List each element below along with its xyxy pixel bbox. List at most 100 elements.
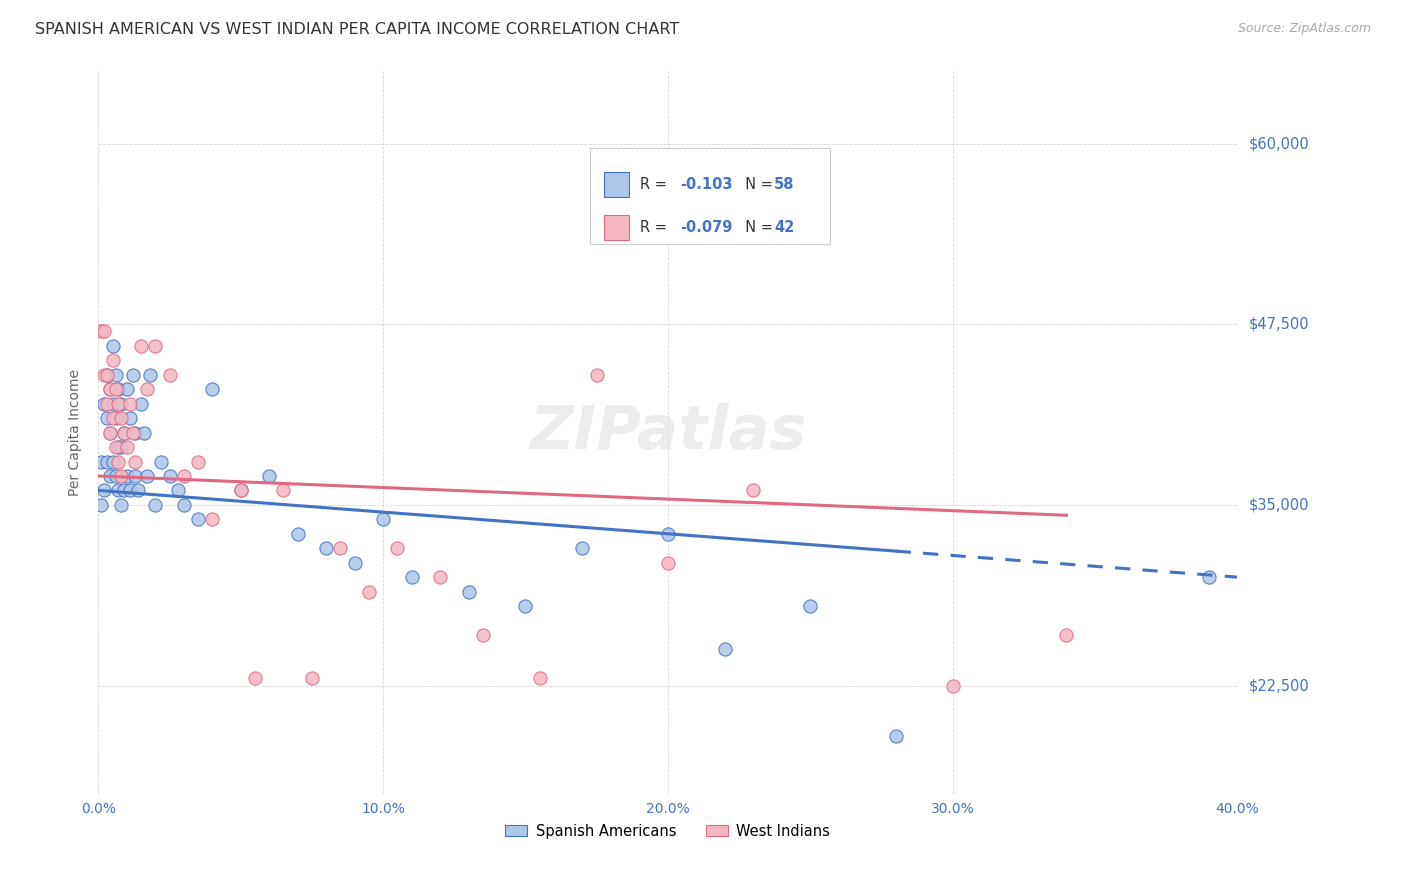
Point [101,397,124,411]
Point [98,382,121,396]
Point [104,469,127,483]
Point [401,570,423,584]
Point [98,425,121,440]
Point [107,440,129,454]
Point [118,483,141,498]
Point [1056,628,1078,642]
Text: $47,500: $47,500 [1249,317,1309,332]
Point [145,339,167,353]
Text: -0.103: -0.103 [681,178,733,193]
Point [1198,570,1220,584]
Text: SPANISH AMERICAN VS WEST INDIAN PER CAPITA INCOME CORRELATION CHART: SPANISH AMERICAN VS WEST INDIAN PER CAPI… [35,22,679,37]
Point [101,339,124,353]
Point [159,469,181,483]
Point [98,425,121,440]
Point [115,469,138,483]
Point [98,382,121,396]
Text: 58: 58 [773,178,794,193]
Point [135,382,157,396]
Point [93,368,115,382]
Point [104,368,127,382]
Point [93,397,115,411]
Point [150,454,173,468]
Point [159,368,181,382]
Point [714,642,737,657]
Text: $35,000: $35,000 [1249,498,1309,512]
Point [135,469,157,483]
Point [101,454,124,468]
Text: $60,000: $60,000 [1249,136,1309,151]
Point [229,483,252,498]
Point [96,454,118,468]
Point [96,368,118,382]
Point [110,469,132,483]
Point [471,628,494,642]
Point [187,454,209,468]
Point [127,483,149,498]
Text: -0.079: -0.079 [681,219,733,235]
Point [742,483,765,498]
Point [96,368,118,382]
Point [657,526,679,541]
Point [96,397,118,411]
Point [173,498,195,512]
Point [942,678,965,692]
Text: N =: N = [737,178,778,193]
Point [101,353,124,368]
Point [110,440,132,454]
Point [112,425,135,440]
Point [585,368,607,382]
Text: $22,500: $22,500 [1249,678,1309,693]
Point [201,512,224,526]
Text: Source: ZipAtlas.com: Source: ZipAtlas.com [1237,22,1371,36]
Point [98,469,121,483]
Point [90,498,112,512]
Point [273,483,295,498]
Point [429,570,451,584]
Point [187,512,209,526]
Text: ZIPatlas: ZIPatlas [529,403,807,462]
Point [93,483,115,498]
Point [104,440,127,454]
Point [515,599,537,613]
Point [118,411,141,425]
Point [118,397,141,411]
Point [115,382,138,396]
Point [107,397,129,411]
Point [107,454,129,468]
Point [287,526,309,541]
Point [115,440,138,454]
Point [457,584,479,599]
Point [357,584,380,599]
Point [112,425,135,440]
Point [243,671,266,685]
Point [301,671,323,685]
Point [529,671,551,685]
Point [129,339,152,353]
Point [124,454,146,468]
Legend: Spanish Americans, West Indians: Spanish Americans, West Indians [499,818,837,845]
Point [104,411,127,425]
Text: N =: N = [737,219,778,235]
Point [201,382,224,396]
Point [657,556,679,570]
Point [104,382,127,396]
Point [571,541,593,556]
Point [90,325,112,339]
Point [93,325,115,339]
Point [107,382,129,396]
Point [229,483,252,498]
Point [329,541,352,556]
Point [132,425,155,440]
Point [145,498,167,512]
Point [173,469,195,483]
Point [167,483,190,498]
Point [124,469,146,483]
Point [101,411,124,425]
Point [138,368,160,382]
Point [315,541,337,556]
Point [110,411,132,425]
Point [799,599,821,613]
Point [110,498,132,512]
Y-axis label: Per Capita Income: Per Capita Income [69,369,83,496]
